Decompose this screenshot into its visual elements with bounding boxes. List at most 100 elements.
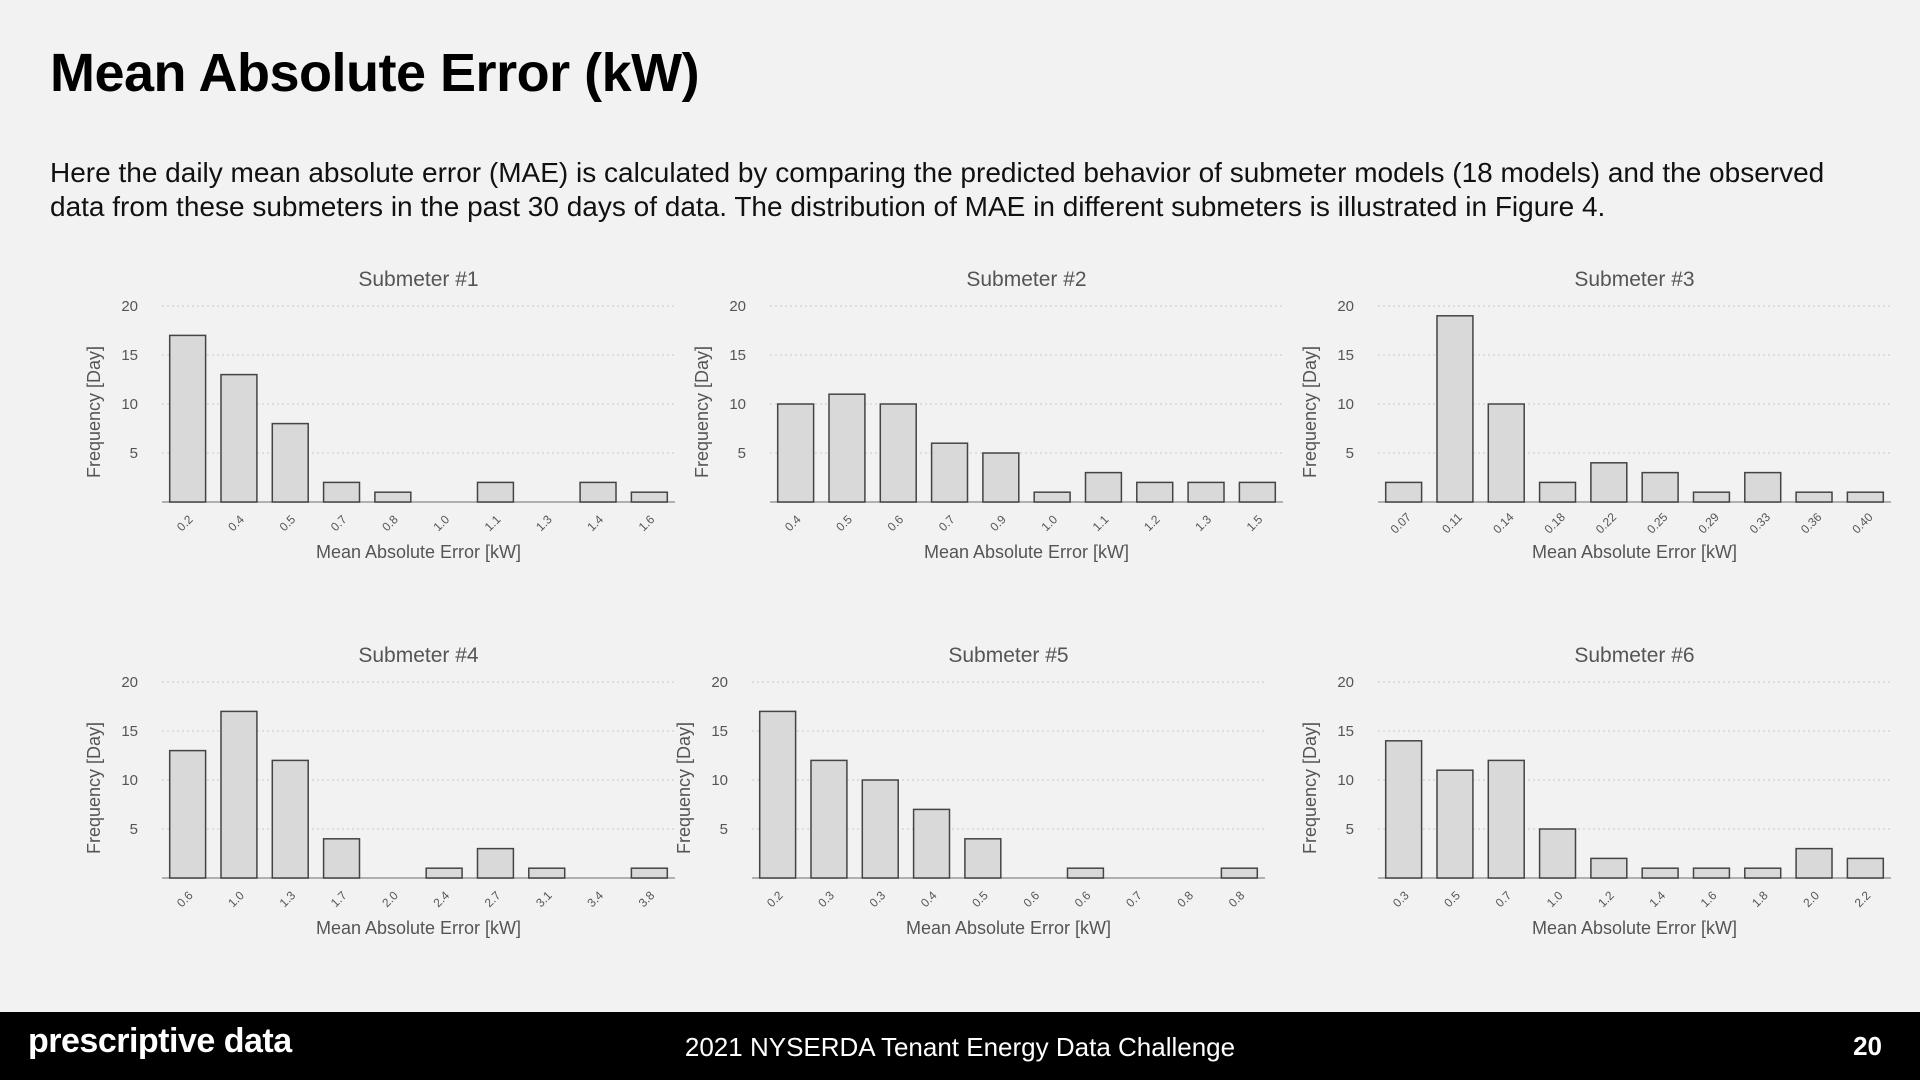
x-tick-label: 0.33	[1747, 510, 1774, 537]
bar	[1238, 481, 1277, 503]
bar	[1641, 867, 1679, 879]
x-tick-label: 2.0	[379, 888, 401, 910]
y-tick-label: 15	[121, 347, 138, 364]
y-tick-label: 15	[121, 723, 138, 740]
y-tick-label: 20	[121, 674, 138, 691]
x-tick-label: 1.2	[1141, 512, 1163, 534]
y-axis-label: Frequency [Day]	[84, 722, 104, 854]
histogram-submeter-2: Submeter #2 5 10 15 20 Frequency [Day] 0.4 0.5 0…	[688, 262, 1288, 592]
bar	[220, 373, 258, 503]
x-tick-label: 1.0	[225, 888, 247, 910]
x-tick-label: 0.3	[1390, 888, 1412, 910]
page-title: Mean Absolute Error (kW)	[50, 43, 700, 103]
x-tick-label: 1.3	[277, 888, 299, 910]
bar	[1692, 491, 1731, 503]
bar	[1066, 867, 1105, 879]
bar	[1744, 471, 1782, 503]
x-tick-label: 0.6	[1020, 888, 1042, 910]
x-tick-label: 3.8	[636, 888, 658, 910]
x-axis-label: Mean Absolute Error [kW]	[316, 918, 521, 938]
x-tick-label: 1.7	[328, 888, 350, 910]
chart-title: Submeter #3	[1574, 268, 1694, 291]
y-tick-label: 10	[729, 396, 746, 413]
y-tick-label: 15	[711, 723, 728, 740]
bar	[964, 838, 1002, 879]
x-axis-label: Mean Absolute Error [kW]	[906, 918, 1111, 938]
footer-event-title: 2021 NYSERDA Tenant Energy Data Challeng…	[684, 1032, 1236, 1062]
y-tick-label: 15	[729, 347, 746, 364]
bar	[879, 403, 917, 503]
bar	[322, 481, 361, 503]
y-tick-label: 20	[1337, 298, 1354, 315]
y-tick-label: 5	[1346, 445, 1354, 462]
y-axis-label: Frequency [Day]	[84, 346, 104, 478]
bar	[220, 710, 258, 879]
x-tick-label: 1.3	[533, 512, 555, 534]
bar	[322, 838, 361, 879]
x-tick-label: 2.4	[430, 888, 452, 910]
bar	[476, 481, 515, 503]
y-tick-label: 5	[130, 445, 138, 462]
x-tick-label: 0.22	[1593, 510, 1620, 537]
bar	[630, 867, 669, 879]
bar	[810, 759, 848, 879]
bar	[476, 847, 515, 879]
x-tick-label: 0.8	[379, 512, 401, 534]
bar	[579, 481, 617, 503]
bar	[758, 710, 797, 879]
bar	[630, 491, 669, 503]
x-tick-label: 0.29	[1695, 510, 1722, 537]
y-tick-label: 10	[1337, 772, 1354, 789]
y-tick-label: 20	[121, 298, 138, 315]
x-tick-label: 0.5	[1441, 888, 1463, 910]
bar	[1187, 481, 1225, 503]
x-tick-label: 0.6	[885, 512, 907, 534]
bar	[1744, 867, 1782, 879]
x-tick-label: 1.6	[636, 512, 658, 534]
y-tick-label: 10	[121, 772, 138, 789]
x-tick-label: 0.8	[1174, 888, 1196, 910]
bar	[1795, 847, 1833, 879]
x-tick-label: 0.25	[1644, 510, 1671, 537]
x-tick-label: 0.14	[1490, 510, 1517, 537]
bar	[271, 759, 309, 879]
x-tick-label: 3.1	[533, 888, 555, 910]
x-tick-label: 0.18	[1542, 510, 1569, 537]
bar	[168, 749, 207, 879]
x-tick-label: 1.3	[1192, 512, 1214, 534]
x-tick-label: 1.0	[1544, 888, 1566, 910]
bar	[776, 403, 815, 503]
histogram-submeter-1: Submeter #1 5 10 15 20 Frequency [Day] 0.2 0.4 0…	[80, 262, 680, 592]
bar	[374, 491, 412, 503]
bar	[528, 867, 566, 879]
bar	[271, 422, 309, 503]
bar	[425, 867, 463, 879]
bar	[1136, 481, 1174, 503]
y-tick-label: 10	[1337, 396, 1354, 413]
x-tick-label: 0.5	[969, 888, 991, 910]
bar	[168, 334, 207, 503]
x-axis-label: Mean Absolute Error [kW]	[316, 542, 521, 562]
x-tick-label: 1.5	[1244, 512, 1266, 534]
x-tick-label: 0.7	[1123, 888, 1145, 910]
x-tick-label: 0.9	[987, 512, 1009, 534]
x-tick-label: 1.8	[1749, 888, 1771, 910]
footer-bar: prescriptive data 2021 NYSERDA Tenant En…	[0, 1012, 1920, 1080]
y-tick-label: 5	[738, 445, 746, 462]
x-tick-label: 0.3	[815, 888, 837, 910]
bar	[1436, 769, 1474, 879]
y-axis-label: Frequency [Day]	[674, 722, 694, 854]
x-tick-label: 2.0	[1800, 888, 1822, 910]
brand-logo: prescriptive data	[28, 1022, 292, 1060]
y-tick-label: 5	[130, 821, 138, 838]
bar	[1436, 315, 1474, 503]
y-axis-label: Frequency [Day]	[1300, 346, 1320, 478]
bar	[861, 779, 899, 879]
x-tick-label: 0.4	[225, 512, 247, 534]
x-tick-label: 0.2	[174, 512, 196, 534]
x-axis-label: Mean Absolute Error [kW]	[1532, 918, 1737, 938]
x-axis-label: Mean Absolute Error [kW]	[1532, 542, 1737, 562]
bar	[1384, 740, 1423, 879]
histogram-submeter-5: Submeter #5 5 10 15 20 Frequency [Day] 0.2 0.3 0…	[670, 638, 1270, 968]
x-tick-label: 0.07	[1388, 510, 1415, 537]
